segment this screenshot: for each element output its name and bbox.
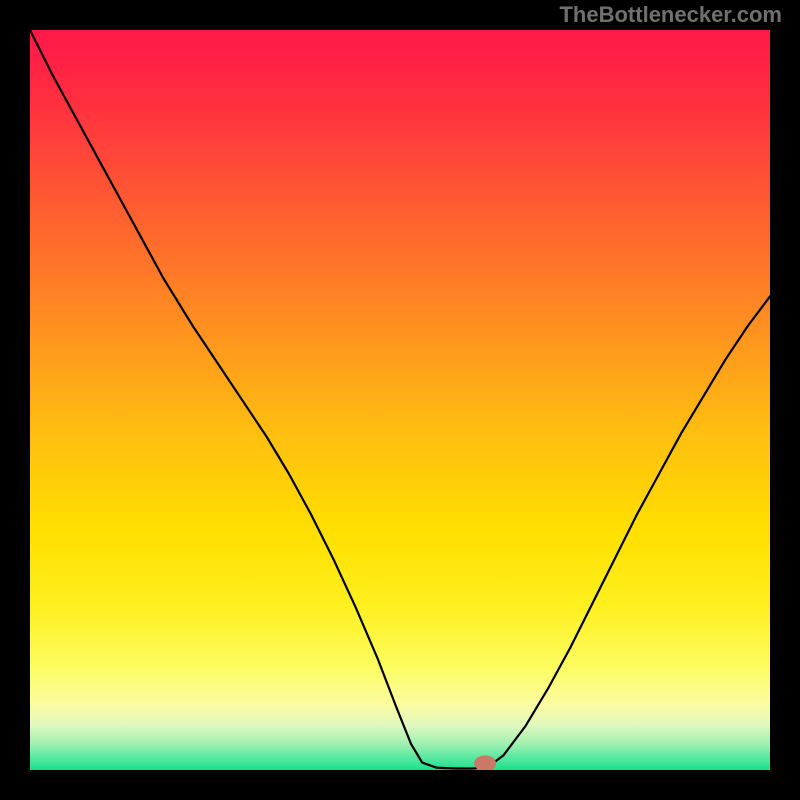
chart-container xyxy=(30,30,770,770)
gradient-background xyxy=(30,30,770,770)
bottleneck-chart xyxy=(30,30,770,770)
watermark-text: TheBottlenecker.com xyxy=(559,2,782,28)
